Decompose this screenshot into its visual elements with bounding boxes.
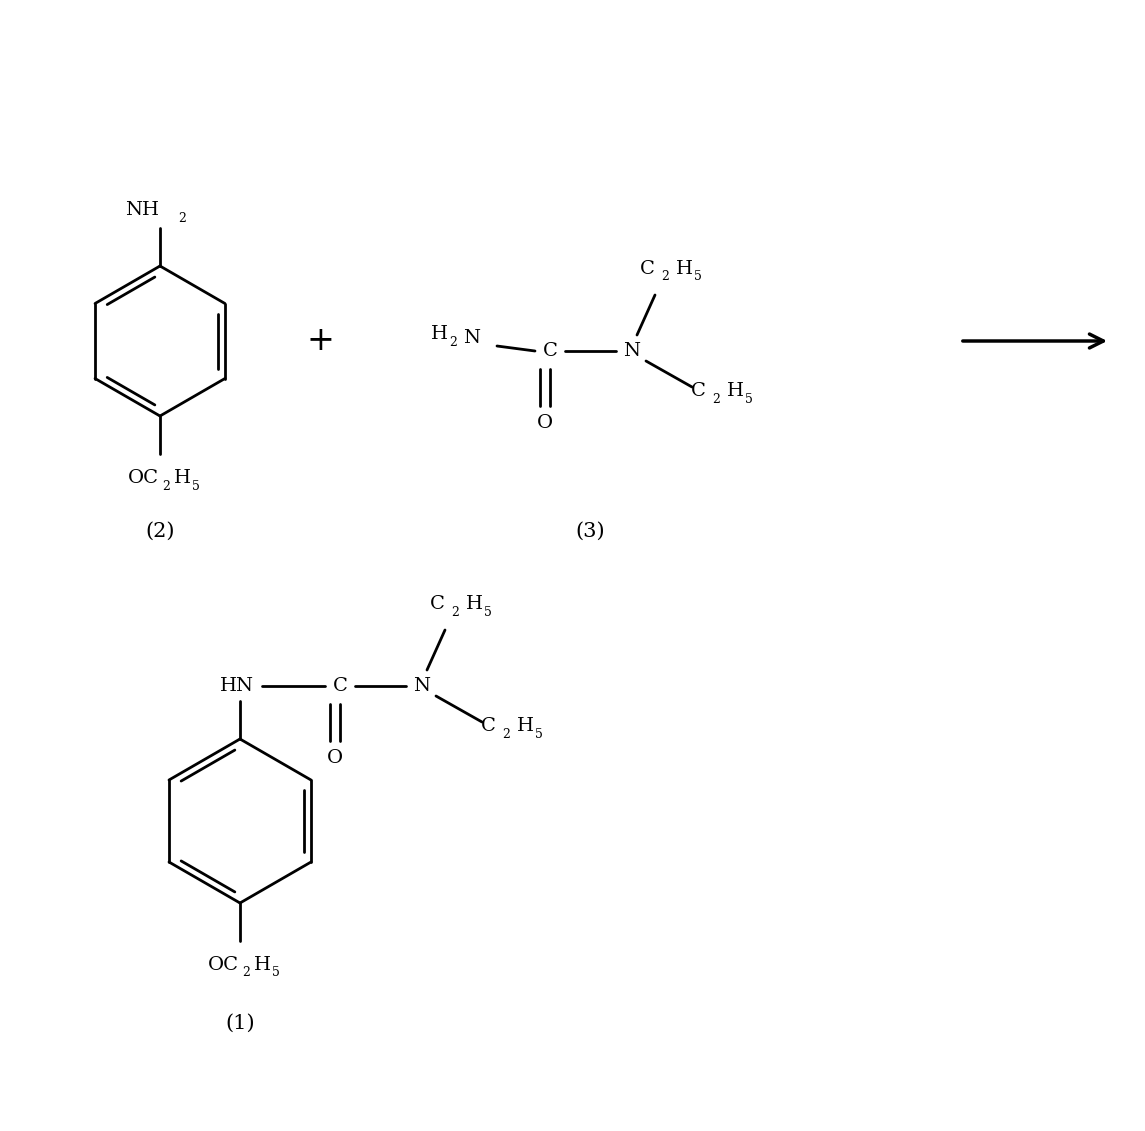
Text: N: N [624, 342, 640, 360]
Text: C: C [332, 677, 347, 696]
Text: N: N [463, 329, 480, 347]
Text: 5: 5 [484, 605, 492, 619]
Text: 2: 2 [712, 392, 720, 406]
Text: H: H [254, 956, 271, 974]
Text: 5: 5 [192, 480, 200, 492]
Text: HN: HN [220, 677, 254, 696]
Text: H: H [431, 325, 448, 343]
Text: C: C [431, 595, 445, 613]
Text: 2: 2 [177, 211, 185, 224]
Text: 5: 5 [694, 270, 702, 284]
Text: +: + [306, 325, 334, 357]
Text: OC: OC [128, 469, 159, 487]
Text: 5: 5 [535, 727, 543, 741]
Text: 5: 5 [745, 392, 753, 406]
Text: (2): (2) [145, 521, 175, 541]
Text: C: C [640, 260, 655, 278]
Text: H: H [466, 595, 483, 613]
Text: O: O [537, 414, 553, 432]
Text: H: H [727, 382, 744, 400]
Text: (3): (3) [575, 521, 605, 541]
Text: 2: 2 [449, 336, 457, 348]
Text: C: C [481, 717, 496, 735]
Text: H: H [676, 260, 693, 278]
Text: NH: NH [125, 201, 159, 219]
Text: C: C [692, 382, 706, 400]
Text: 2: 2 [502, 727, 510, 741]
Text: (1): (1) [226, 1013, 255, 1033]
Text: 2: 2 [661, 270, 669, 284]
Text: H: H [518, 717, 534, 735]
Text: OC: OC [208, 956, 239, 974]
Text: 2: 2 [161, 480, 169, 492]
Text: H: H [174, 469, 191, 487]
Text: O: O [327, 749, 344, 767]
Text: C: C [543, 342, 558, 360]
Text: 5: 5 [273, 967, 279, 979]
Text: N: N [413, 677, 431, 696]
Text: 2: 2 [242, 967, 250, 979]
Text: 2: 2 [451, 605, 459, 619]
